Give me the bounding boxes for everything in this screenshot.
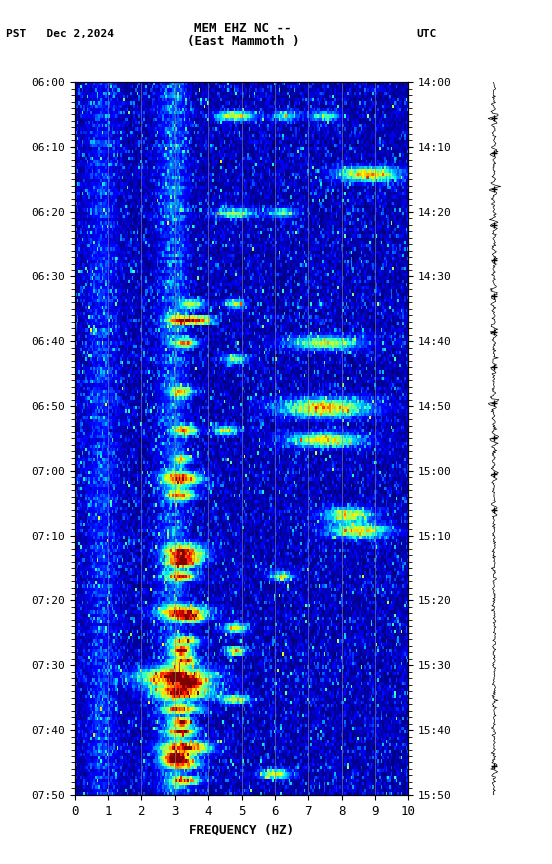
Text: (East Mammoth ): (East Mammoth )	[187, 35, 299, 48]
Text: MEM EHZ NC --: MEM EHZ NC --	[194, 22, 291, 35]
Text: UTC: UTC	[417, 29, 437, 39]
X-axis label: FREQUENCY (HZ): FREQUENCY (HZ)	[189, 823, 294, 836]
Text: PST   Dec 2,2024: PST Dec 2,2024	[6, 29, 114, 39]
